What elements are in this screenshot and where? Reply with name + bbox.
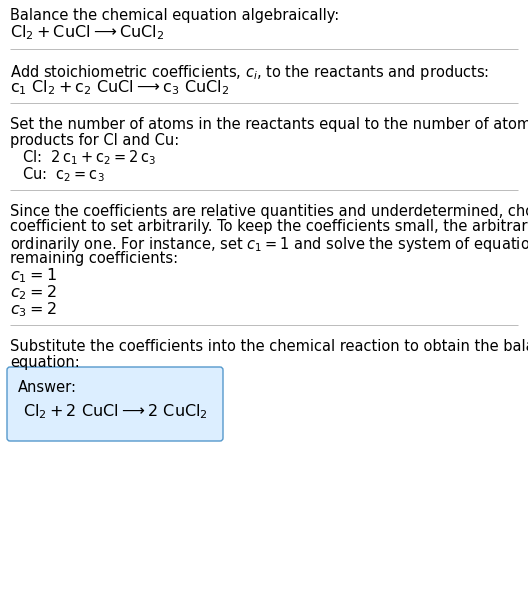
Text: Substitute the coefficients into the chemical reaction to obtain the balanced: Substitute the coefficients into the che…: [10, 339, 528, 354]
Text: ordinarily one. For instance, set $c_1 = 1$ and solve the system of equations fo: ordinarily one. For instance, set $c_1 =…: [10, 235, 528, 254]
Text: products for Cl and Cu:: products for Cl and Cu:: [10, 133, 179, 148]
Text: $\mathrm{Cl_2 + 2\ CuCl \longrightarrow 2\ CuCl_2}$: $\mathrm{Cl_2 + 2\ CuCl \longrightarrow …: [23, 402, 208, 421]
Text: $c_3 = 2$: $c_3 = 2$: [10, 300, 56, 319]
Text: equation:: equation:: [10, 355, 80, 369]
Text: coefficient to set arbitrarily. To keep the coefficients small, the arbitrary va: coefficient to set arbitrarily. To keep …: [10, 219, 528, 234]
Text: Set the number of atoms in the reactants equal to the number of atoms in the: Set the number of atoms in the reactants…: [10, 117, 528, 132]
Text: Answer:: Answer:: [18, 380, 77, 395]
Text: Cu:  $\mathrm{c_2 = c_3}$: Cu: $\mathrm{c_2 = c_3}$: [22, 165, 105, 183]
Text: $\mathrm{Cl_2 + CuCl \longrightarrow CuCl_2}$: $\mathrm{Cl_2 + CuCl \longrightarrow CuC…: [10, 24, 164, 42]
Text: Add stoichiometric coefficients, $c_i$, to the reactants and products:: Add stoichiometric coefficients, $c_i$, …: [10, 63, 489, 81]
Text: $c_2 = 2$: $c_2 = 2$: [10, 283, 56, 301]
Text: Since the coefficients are relative quantities and underdetermined, choose a: Since the coefficients are relative quan…: [10, 204, 528, 219]
Text: $c_1 = 1$: $c_1 = 1$: [10, 266, 57, 285]
Text: $\mathrm{c_1\ Cl_2 + c_2\ CuCl \longrightarrow c_3\ CuCl_2}$: $\mathrm{c_1\ Cl_2 + c_2\ CuCl \longrigh…: [10, 78, 229, 97]
FancyBboxPatch shape: [7, 367, 223, 441]
Text: remaining coefficients:: remaining coefficients:: [10, 251, 178, 266]
Text: Balance the chemical equation algebraically:: Balance the chemical equation algebraica…: [10, 8, 340, 23]
Text: Cl:  $\mathrm{2\,c_1 + c_2 = 2\,c_3}$: Cl: $\mathrm{2\,c_1 + c_2 = 2\,c_3}$: [22, 148, 156, 167]
